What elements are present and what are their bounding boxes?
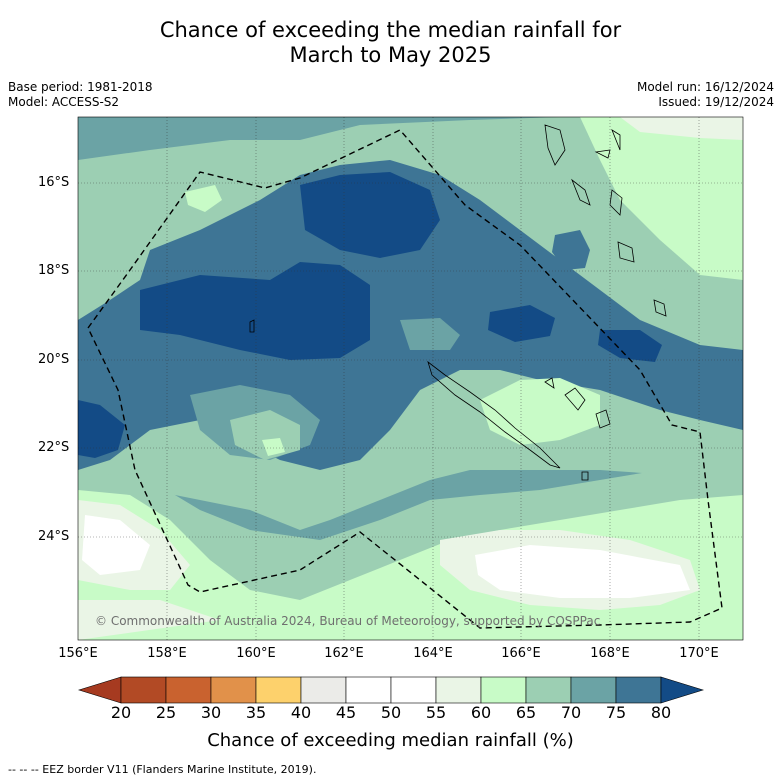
field-60-tiny — [262, 438, 285, 456]
colorbar-swatch-30-35 — [210, 676, 257, 704]
field-70-mid-patch — [400, 318, 460, 350]
field-55-bottom — [78, 600, 220, 640]
coastlines — [249, 124, 667, 481]
field-50-southwest — [82, 515, 150, 575]
colorbar-extend-high — [660, 676, 705, 704]
colorbar-title: Chance of exceeding median rainfall (%) — [207, 730, 574, 751]
eez-footnote: -- -- -- EEZ border V11 (Flanders Marine… — [8, 763, 317, 776]
lon-label-158e: 158°E — [147, 646, 187, 661]
colorbar-label-20: 20 — [110, 703, 132, 722]
field-80-north — [300, 172, 440, 258]
field-80-far-east — [598, 330, 662, 362]
lon-label-168e: 168°E — [590, 646, 630, 661]
colorbar-label-80: 80 — [650, 703, 672, 722]
colorbar-swatch-50-55 — [390, 676, 437, 704]
map-frame — [77, 116, 744, 641]
colorbar-swatch-35-40 — [255, 676, 302, 704]
lon-label-170e: 170°E — [679, 646, 719, 661]
field-55-northeast — [620, 117, 743, 140]
lat-label-24s: 24°S — [38, 529, 70, 544]
lat-label-22s: 22°S — [38, 440, 70, 455]
colorbar-label-50: 50 — [380, 703, 402, 722]
field-80-east — [488, 305, 555, 342]
title-line-1: Chance of exceeding the median rainfall … — [159, 18, 622, 42]
vanuatu-island-3 — [609, 189, 623, 216]
colorbar-label-30: 30 — [200, 703, 222, 722]
isle-of-pines — [581, 471, 589, 481]
vanuatu-island-1 — [544, 124, 566, 166]
vanuatu-island-7 — [653, 299, 667, 317]
colorbar-swatch-25-30 — [165, 676, 212, 704]
colorbar-swatch-70-75 — [570, 676, 617, 704]
colorbar-label-25: 25 — [155, 703, 177, 722]
colorbar-swatch-75-80 — [615, 676, 662, 704]
loyalty-island-2 — [544, 377, 555, 389]
colorbar-label-55: 55 — [425, 703, 447, 722]
meta-left: Base period: 1981-2018 Model: ACCESS-S2 — [8, 80, 153, 110]
title-line-2: March to May 2025 — [289, 43, 492, 67]
model-run: Model run: 16/12/2024 — [636, 80, 774, 94]
field-80-west — [78, 400, 125, 458]
field-50-southeast — [475, 545, 690, 598]
copyright-text: © Commonwealth of Australia 2024, Bureau… — [95, 614, 601, 628]
colorbar-label-60: 60 — [470, 703, 492, 722]
lon-label-156e: 156°E — [58, 646, 98, 661]
field-80-central — [140, 262, 370, 360]
colorbar-label-40: 40 — [290, 703, 312, 722]
colorbar-swatch-65-70 — [525, 676, 572, 704]
loyalty-island-1 — [564, 387, 586, 411]
colorbar-swatch-45-50 — [345, 676, 392, 704]
lat-label-16s: 16°S — [38, 175, 70, 190]
colorbar — [77, 676, 705, 704]
field-60-newcal — [480, 378, 600, 445]
vanuatu-island-5 — [594, 149, 611, 159]
lon-label-162e: 162°E — [324, 646, 364, 661]
graticule — [78, 117, 743, 640]
base-period: Base period: 1981-2018 — [8, 80, 153, 94]
field-75-east-patch — [552, 230, 590, 270]
colorbar-swatch-60-65 — [480, 676, 527, 704]
model-name: Model: ACCESS-S2 — [8, 95, 120, 109]
vanuatu-island-2 — [571, 178, 591, 206]
eez-border — [87, 129, 723, 629]
colorbar-swatch-40-45 — [300, 676, 347, 704]
field-65-east-patch — [660, 280, 743, 340]
colorbar-swatch-55-60 — [435, 676, 482, 704]
colorbar-extend-low — [77, 676, 122, 704]
colorbar-swatch-20-25 — [120, 676, 167, 704]
lat-label-18s: 18°S — [38, 263, 70, 278]
colorbar-label-45: 45 — [335, 703, 357, 722]
lon-label-164e: 164°E — [413, 646, 453, 661]
colorbar-label-65: 65 — [515, 703, 537, 722]
vanuatu-island-6 — [611, 129, 621, 151]
issued-date: Issued: 19/12/2024 — [658, 95, 774, 109]
contour-fields — [78, 117, 743, 640]
field-60-north-patch — [185, 185, 222, 212]
lon-label-166e: 166°E — [501, 646, 541, 661]
map-title: Chance of exceeding the median rainfall … — [0, 18, 781, 68]
vanuatu-island-4 — [617, 241, 635, 263]
colorbar-label-75: 75 — [605, 703, 627, 722]
new-caledonia-island — [427, 360, 561, 469]
chesterfield-island — [249, 319, 255, 333]
lat-label-20s: 20°S — [38, 352, 70, 367]
field-60-northeast — [580, 117, 743, 280]
lon-label-160e: 160°E — [236, 646, 276, 661]
meta-right: Model run: 16/12/2024 Issued: 19/12/2024 — [637, 80, 774, 110]
colorbar-label-70: 70 — [560, 703, 582, 722]
colorbar-label-35: 35 — [245, 703, 267, 722]
